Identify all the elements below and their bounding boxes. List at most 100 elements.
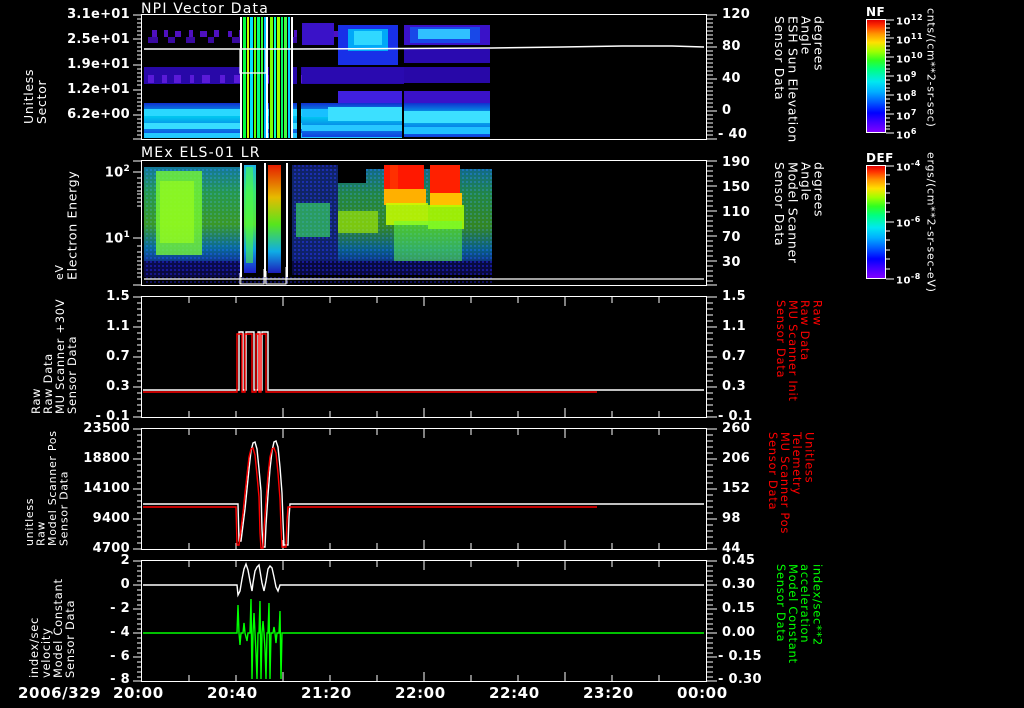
panel-4-ytick-1: 18800 (83, 451, 130, 466)
panel-4-traces (142, 429, 706, 549)
panel-5-right-label-line-1: Model Constant (786, 564, 801, 664)
panel-5-right-ticks (707, 560, 717, 682)
panel-4-right-ytick-4: 44 (722, 541, 741, 556)
panel-5-ytick-1: 0 (120, 577, 130, 592)
panel-5-right-ytick-0: 0.45 (722, 553, 756, 568)
panel-4-left-ticks (133, 428, 142, 550)
panel-5-right-label-line-2: acceleration (798, 564, 813, 644)
panel-1-right-label-line-2: Angle (798, 16, 814, 56)
panel-4-right-ticks (707, 428, 717, 550)
colorbar-2-tick-2: 10-8 (896, 272, 921, 287)
colorbar-2-tick-1: 10-6 (896, 215, 921, 230)
panel-3-ytick-0: 1.5 (106, 289, 130, 304)
panel-1-ytick-1: 2.5e+01 (67, 32, 130, 47)
panel-4-left-label-line-3: unitless (23, 497, 36, 546)
panel-3-left-label-line-2: Raw Data (41, 353, 56, 414)
panel-1-right-label-line-1: ESH Sun Elevation (785, 16, 801, 143)
colorbar-2-title: DEF (866, 151, 894, 165)
panel-3-ytick-1: 1.1 (106, 319, 130, 334)
panel-5-right-label-line-0: Sensor Data (774, 564, 789, 643)
colorbar-1-ticks (886, 19, 894, 134)
panel-1-right-axis-label: Sensor Data ESH Sun Elevation Angle degr… (772, 16, 827, 143)
panel-5-right-axis-label: Sensor Data Model Constant acceleration … (774, 564, 825, 678)
panel-2-right-ytick-2: 110 (722, 205, 751, 220)
panel-2-right-axis-label: Sensor Data Model Scanner Angle degrees (772, 162, 827, 282)
panel-5-right-ytick-3: 0.00 (722, 625, 756, 640)
panel-1-ytick-0: 3.1e+01 (67, 7, 130, 22)
panel-5-ytick-4: - 6 (110, 649, 130, 664)
x-axis-tick-6: 00:00 (677, 684, 728, 702)
panel-3-left-axis-label: Sensor Data MU Scanner +30V Raw Data Raw (29, 298, 79, 414)
panel-3-right-ticks (707, 296, 717, 418)
panel-5-right-ytick-5: - 0.30 (718, 672, 762, 687)
colorbar-1-tick-2: 1010 (896, 51, 924, 66)
panel-5-left-label-line-0: Sensor Data (63, 599, 78, 678)
panel-2-left-label-line-1: eV (53, 264, 66, 280)
colorbar-1-tick-4: 108 (896, 89, 917, 104)
panel-5-right-ytick-1: 0.30 (722, 577, 756, 592)
panel-3-left-label-line-3: Raw (29, 387, 43, 414)
panel-4-right-label-line-0: Sensor Data (766, 432, 781, 511)
colorbar-2-tick-0: 10-4 (896, 159, 921, 174)
panel-5-left-label-line-2: velocity (39, 627, 54, 678)
panel-4-left-axis-label: Sensor Data Model Scanner Pos Raw unitle… (23, 430, 71, 546)
panel-4-ytick-4: 4700 (92, 541, 130, 556)
panel-2-right-ytick-4: 30 (722, 255, 741, 270)
panel-4-left-label-line-0: Sensor Data (57, 470, 71, 546)
panel-5-traces (142, 561, 706, 681)
panel-4-right-ytick-1: 206 (722, 451, 751, 466)
panel-1-right-label-line-0: Sensor Data (772, 16, 788, 101)
panel-2-left-label-line-0: Electron Energy (64, 170, 80, 280)
panel-3-ytick-3: 0.3 (106, 379, 130, 394)
panel-5-left-label-line-1: Model Constant (51, 578, 66, 678)
panel-2-ytick-1: 101 (104, 230, 130, 247)
panel-4-plot-area (141, 428, 707, 550)
colorbar-1-tick-3: 109 (896, 70, 917, 85)
panel-1-right-ticks (707, 14, 717, 140)
panel-4-ytick-0: 23500 (83, 421, 130, 436)
panel-1-right-ytick-2: 40 (722, 71, 741, 86)
colorbar-1-tick-0: 1012 (896, 13, 924, 28)
panel-5-right-label-line-3: index/sec**2 (810, 564, 825, 646)
panel-3-right-label-line-2: Raw Data (798, 300, 813, 361)
panel-4-right-label-line-1: MU Scanner Pos (778, 432, 793, 535)
panel-5-left-axis-label: Sensor Data Model Constant velocity inde… (27, 564, 78, 678)
panel-3-right-ytick-4: - 0.1 (718, 409, 753, 424)
panel-3-left-ticks (133, 296, 142, 418)
panel-2-left-ticks (133, 160, 142, 286)
x-axis-tick-2: 21:20 (301, 684, 352, 702)
panel-1-right-ytick-4: - 40 (718, 127, 748, 142)
panel-3-right-ytick-2: 0.7 (722, 349, 746, 364)
panel-4-left-label-line-2: Raw (34, 520, 48, 546)
panel-3-right-label-line-0: Sensor Data (774, 300, 789, 379)
panel-4-right-label-line-3: Unitless (802, 432, 817, 484)
panel-2-right-ytick-3: 70 (722, 230, 741, 245)
colorbar-2-ticks (886, 165, 894, 280)
panel-3-left-label-line-1: MU Scanner +30V (53, 298, 68, 414)
panel-1-spectrogram (142, 15, 706, 139)
panel-2-right-label-line-3: degrees (811, 162, 827, 218)
panel-4-right-axis-label: Sensor Data MU Scanner Pos Telemetry Uni… (766, 432, 817, 546)
panel-1-right-label-line-3: degrees (811, 16, 827, 72)
panel-3-ytick-4: - 0.1 (95, 409, 130, 424)
x-axis-tick-4: 22:40 (489, 684, 540, 702)
panel-3-right-ytick-3: 0.3 (722, 379, 746, 394)
panel-2-title: MEx ELS-01 LR (141, 145, 261, 161)
x-axis-tick-1: 20:40 (207, 684, 258, 702)
panel-5-ytick-3: - 4 (110, 625, 130, 640)
panel-5-ytick-2: - 2 (110, 601, 130, 616)
panel-5-left-label-line-3: index/sec (27, 616, 41, 678)
colorbar-1-units: cnts/(cm**2-sr-sec) (924, 8, 938, 128)
panel-3-plot-area (141, 296, 707, 418)
panel-3-right-ytick-1: 1.1 (722, 319, 746, 334)
panel-5-left-ticks (133, 560, 142, 682)
colorbar-2 (866, 165, 886, 279)
panel-2-spectrogram (142, 161, 706, 285)
panel-4-right-ytick-3: 98 (722, 511, 741, 526)
colorbar-1-tick-5: 107 (896, 108, 917, 123)
panel-1-left-label-line-0: Sector (34, 79, 50, 124)
panel-2-left-axis-label: Electron Energy eV (53, 168, 80, 280)
panel-1-right-ytick-0: 120 (722, 7, 751, 22)
colorbar-1-tick-1: 1011 (896, 32, 924, 47)
